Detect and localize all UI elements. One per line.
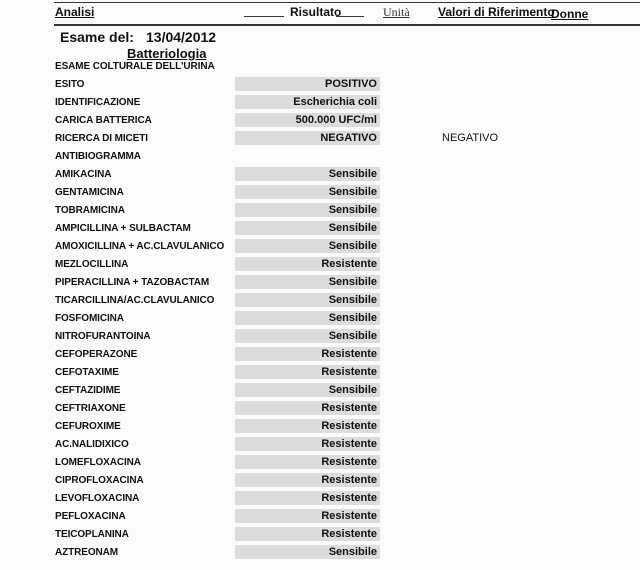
row-label: AMIKACINA	[55, 169, 112, 180]
row-label: MEZLOCILLINA	[55, 259, 129, 270]
row-result: Resistente	[235, 347, 380, 361]
row-result: Resistente	[235, 473, 380, 487]
section-title: Batteriologia	[127, 46, 207, 61]
row-label: CARICA BATTERICA	[55, 115, 152, 126]
row-result: Sensibile	[235, 239, 380, 253]
row-label: LOMEFLOXACINA	[55, 457, 141, 468]
row-result: NEGATIVO	[235, 131, 380, 145]
row-result: Resistente	[235, 455, 380, 469]
row-result: Resistente	[235, 509, 380, 523]
row-label: FOSFOMICINA	[55, 313, 124, 324]
row-label: TOBRAMICINA	[55, 205, 125, 216]
antibiogram-title: ANTIBIOGRAMMA	[55, 151, 141, 162]
row-result: Sensibile	[235, 545, 380, 559]
row-result: Resistente	[235, 365, 380, 379]
row-label: RICERCA DI MICETI	[55, 133, 148, 144]
row-result: Sensibile	[235, 329, 380, 343]
row-result: Resistente	[235, 491, 380, 505]
row-label: CEFUROXIME	[55, 421, 121, 432]
header-donne: Donne	[551, 7, 589, 21]
row-result: POSITIVO	[235, 77, 380, 91]
divider	[336, 16, 364, 17]
row-result: Resistente	[235, 419, 380, 433]
row-label: IDENTIFICAZIONE	[55, 97, 141, 108]
row-label: LEVOFLOXACINA	[55, 493, 140, 504]
row-result: Sensibile	[235, 311, 380, 325]
row-label: AZTREONAM	[55, 547, 118, 558]
row-result: Sensibile	[235, 221, 380, 235]
subsection-title: ESAME COLTURALE DELL'URINA	[55, 61, 215, 72]
row-label: TEICOPLANINA	[55, 529, 129, 540]
row-result: Resistente	[235, 257, 380, 271]
row-result: Sensibile	[235, 275, 380, 289]
row-result: Sensibile	[235, 185, 380, 199]
row-result: Sensibile	[235, 203, 380, 217]
row-label: PEFLOXACINA	[55, 511, 126, 522]
row-result: Resistente	[235, 437, 380, 451]
row-label: CEFOPERAZONE	[55, 349, 138, 360]
exam-date: 13/04/2012	[146, 29, 217, 45]
row-result: Sensibile	[235, 167, 380, 181]
row-label: CIPROFLOXACINA	[55, 475, 144, 486]
row-label: CEFTAZIDIME	[55, 385, 121, 396]
row-label: AMPICILLINA + SULBACTAM	[55, 223, 191, 234]
row-result: Resistente	[235, 527, 380, 541]
exam-label: Esame del:	[60, 29, 134, 45]
row-label: PIPERACILLINA + TAZOBACTAM	[55, 277, 210, 288]
row-result: Sensibile	[235, 383, 380, 397]
row-result: 500.000 UFC/ml	[235, 113, 380, 127]
divider	[244, 16, 284, 17]
row-result: Escherichia coli	[235, 95, 380, 109]
header-risultato: Risultato	[290, 5, 342, 19]
row-result: Resistente	[235, 401, 380, 415]
row-label: ESITO	[55, 79, 85, 90]
row-label: AC.NALIDIXICO	[55, 439, 129, 450]
header-analisi: Analisi	[55, 5, 95, 19]
row-label: CEFOTAXIME	[55, 367, 119, 378]
row-label: NITROFURANTOINA	[55, 331, 151, 342]
row-label: GENTAMICINA	[55, 187, 124, 198]
header-unita: Unità	[383, 5, 410, 19]
row-result: Sensibile	[235, 293, 380, 307]
header-valori: Valori di Riferimento	[438, 5, 555, 19]
row-label: CEFTRIAXONE	[55, 403, 126, 414]
row-reference: NEGATIVO	[442, 132, 499, 144]
row-label: TICARCILLINA/AC.CLAVULANICO	[55, 295, 215, 306]
row-label: AMOXICILLINA + AC.CLAVULANICO	[55, 241, 225, 252]
